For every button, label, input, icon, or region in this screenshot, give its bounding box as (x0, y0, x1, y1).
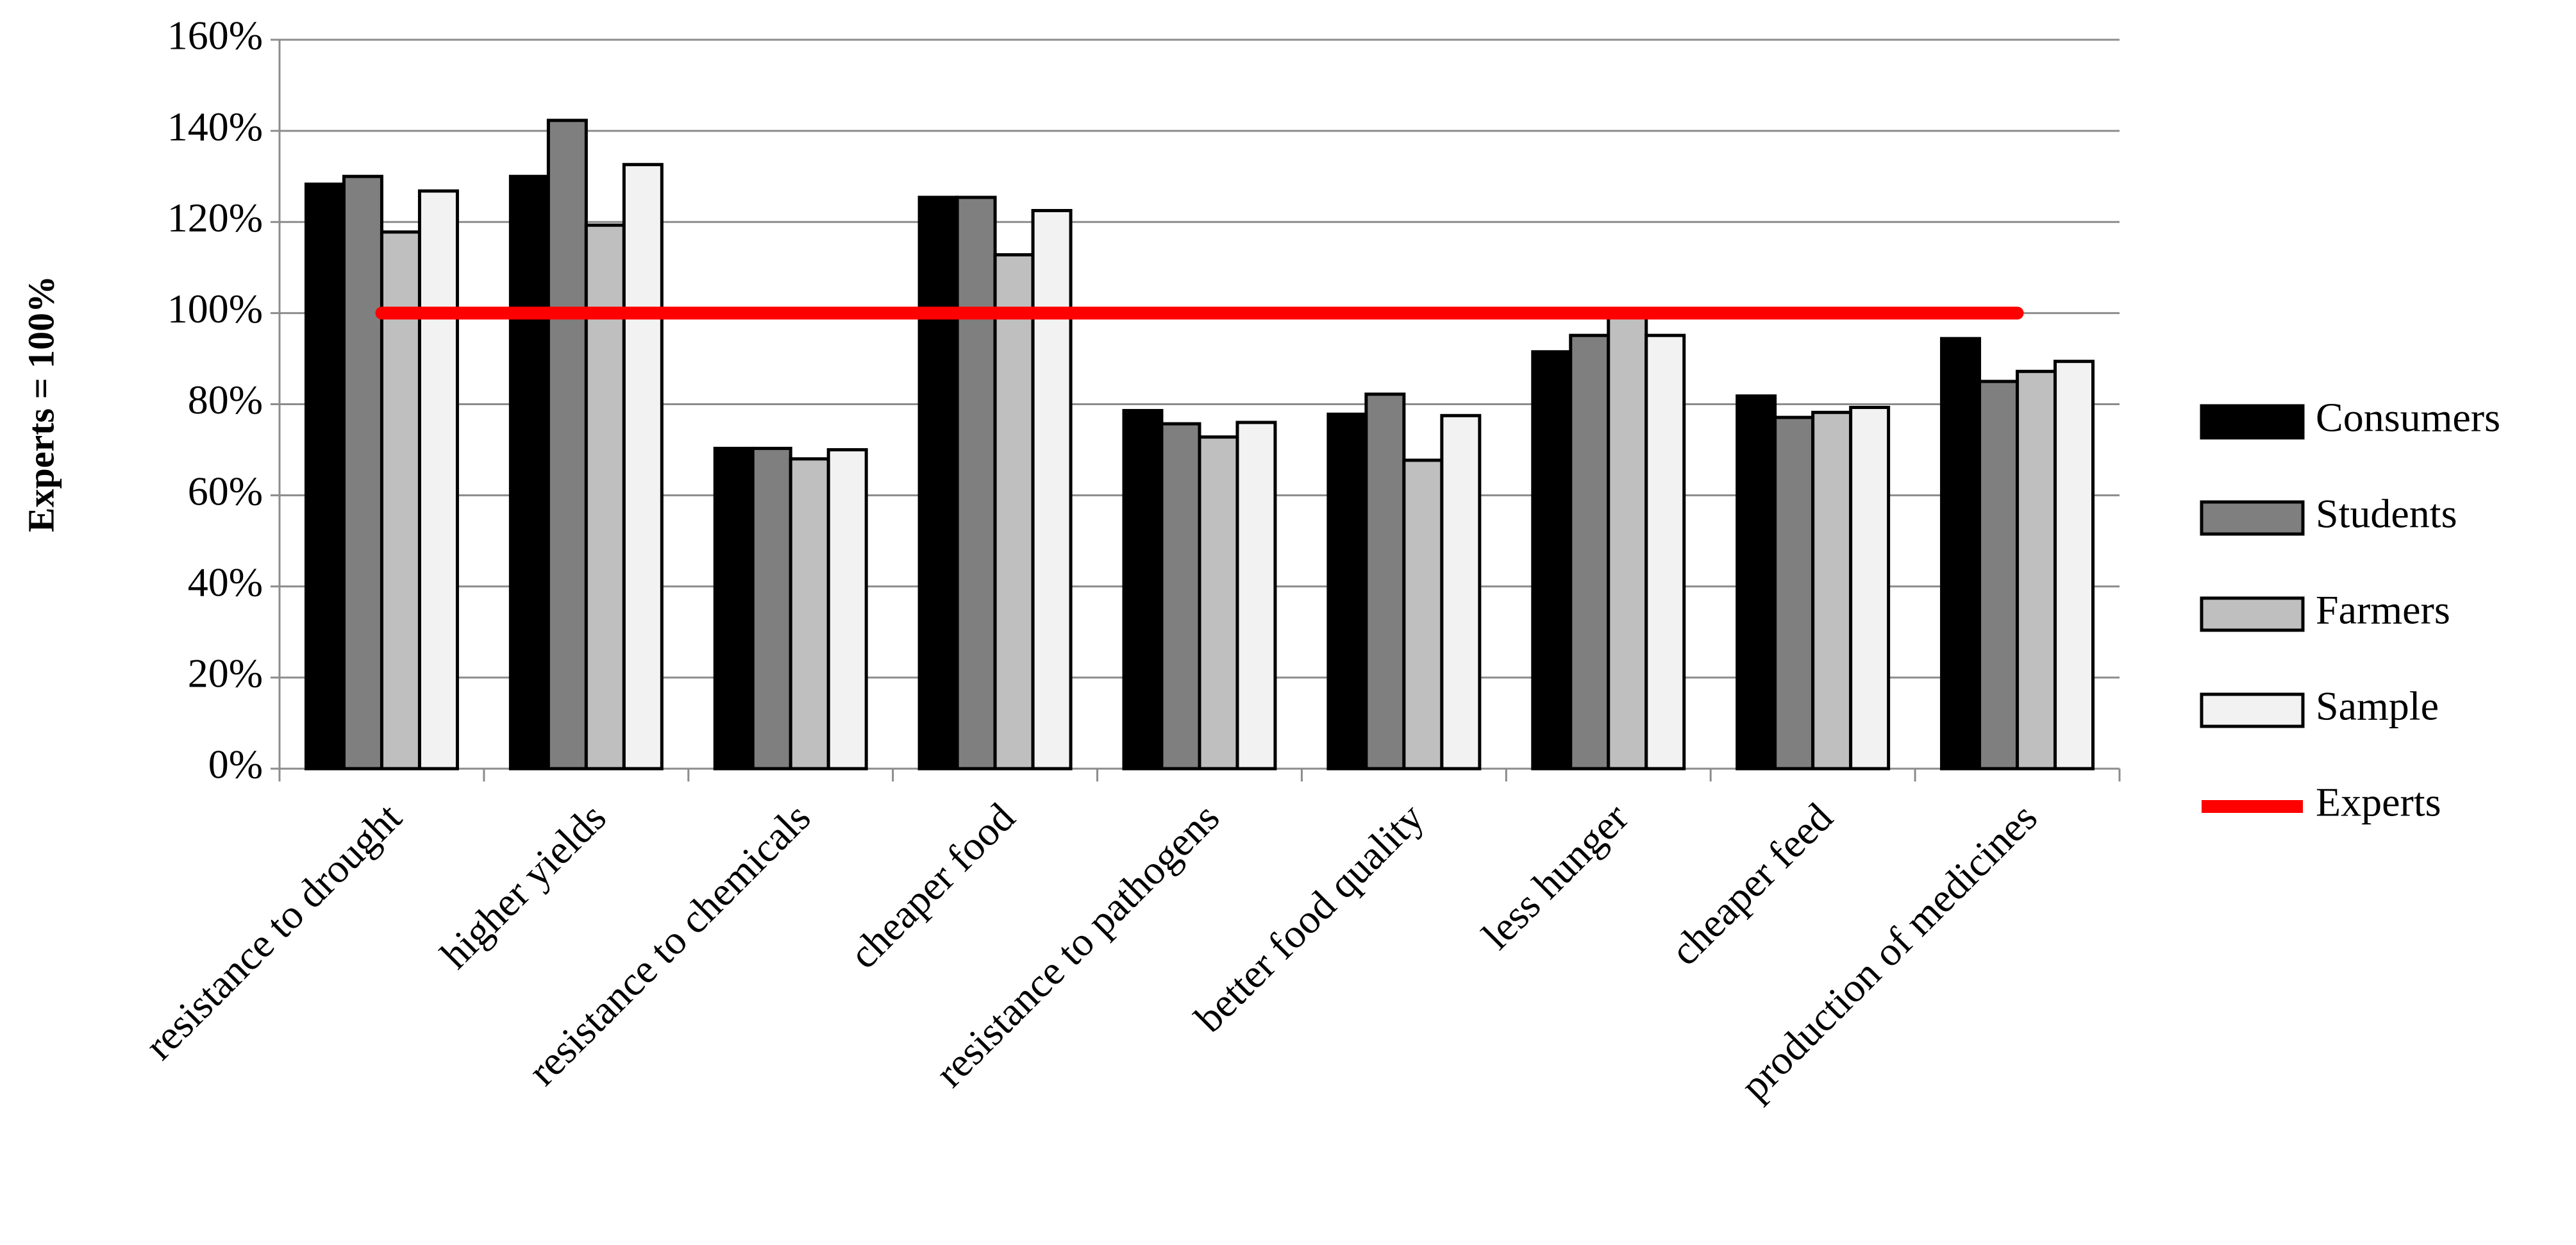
bar (1569, 333, 1610, 771)
bar (622, 163, 664, 771)
bar (789, 457, 830, 771)
bar (1607, 307, 1648, 771)
bar (1198, 435, 1239, 771)
x-tick-label: cheaper food (841, 794, 1023, 977)
legend-label: Students (2316, 491, 2457, 537)
bar (1160, 422, 1201, 771)
bar (713, 446, 755, 771)
bar (2053, 360, 2095, 771)
bar (1735, 394, 1777, 771)
bar (1031, 208, 1073, 771)
y-tick-label: 0% (208, 742, 263, 787)
bar (1364, 392, 1406, 771)
bar (304, 182, 346, 771)
bar (508, 174, 550, 771)
bar (917, 196, 959, 771)
bar (417, 189, 459, 771)
bar (1773, 415, 1815, 771)
bar (993, 253, 1035, 771)
bar (1326, 412, 1368, 771)
bar (1235, 421, 1277, 771)
legend-label: Sample (2316, 683, 2439, 729)
y-tick-label: 40% (188, 559, 263, 605)
x-tick-label: less hunger (1473, 794, 1637, 958)
x-tick-label: higher yields (431, 794, 614, 977)
bar (751, 446, 792, 771)
bar (1122, 408, 1164, 771)
y-tick-label: 100% (167, 286, 263, 331)
x-tick-label: resistance to drought (137, 794, 410, 1068)
bar (1531, 350, 1573, 771)
bar (1402, 458, 1444, 771)
legend-label: Experts (2316, 780, 2441, 825)
bar (1849, 405, 1891, 771)
bar (1978, 380, 2020, 771)
legend-label: Farmers (2316, 587, 2450, 633)
bar (1440, 414, 1482, 771)
bar (2016, 369, 2057, 771)
bar (1811, 410, 1853, 771)
bar (1940, 337, 1982, 771)
bar (342, 174, 383, 771)
x-tick-label: cheaper feed (1662, 794, 1841, 974)
legend-swatch (2200, 692, 2305, 728)
bar (826, 448, 868, 771)
y-tick-label: 160% (167, 13, 263, 58)
y-tick-label: 20% (188, 651, 263, 696)
bar (1644, 333, 1686, 771)
legend-swatch (2200, 500, 2305, 536)
legend-swatch (2200, 596, 2305, 632)
y-tick-label: 140% (167, 104, 263, 149)
bar (380, 230, 421, 771)
y-tick-label: 80% (188, 377, 263, 422)
bar (546, 119, 588, 771)
bar (955, 196, 997, 771)
y-tick-label: 60% (188, 468, 263, 514)
legend-label: Consumers (2316, 395, 2500, 440)
y-axis-title: Experts = 100% (20, 276, 62, 532)
y-tick-label: 120% (167, 195, 263, 240)
legend-swatch (2200, 404, 2305, 440)
